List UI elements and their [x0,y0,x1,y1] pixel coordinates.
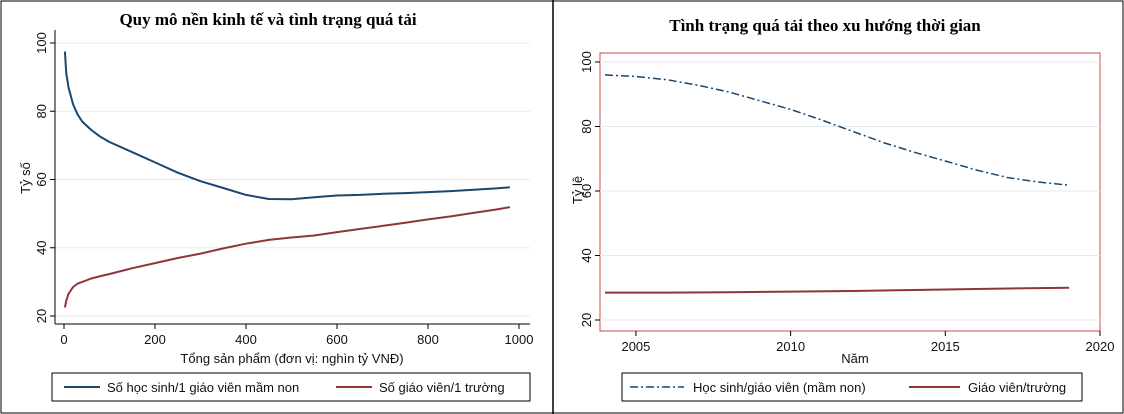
x-tick-label: 0 [60,332,67,347]
x-tick-label: 200 [144,332,166,347]
grid-right [600,61,1100,321]
y-tick-label: 20 [34,309,49,323]
x-tick-label: 2005 [621,339,650,354]
chart-title-right: Tình trạng quá tải theo xu hướng thời gi… [669,16,981,35]
x-ticks-left: 0 200 400 600 800 1000 [60,324,533,347]
grid-left [55,42,530,317]
legend-label-students-per-teacher: Số học sinh/1 giáo viên mầm non [107,380,299,395]
legend-label-teachers-per-school: Số giáo viên/1 trường [379,380,505,395]
legend-box-right [621,372,1083,402]
y-tick-label: 40 [579,248,594,262]
x-tick-label: 400 [235,332,257,347]
y-tick-label: 60 [579,184,594,198]
series-right [604,74,1070,294]
x-axis-label-right: Năm [841,351,868,366]
y-axis-label-right: Tỷ lệ [570,176,585,204]
chart-title-left: Quy mô nền kinh tế và tình trạng quá tải [119,10,416,29]
y-tick-label: 60 [34,172,49,186]
y-axis-label-left: Tỷ số [18,162,33,194]
legend-label-students-per-teacher-right: Học sinh/giáo viên (mầm non) [693,380,866,395]
y-tick-label: 100 [34,32,49,54]
y-ticks-right: 20 40 60 80 100 [579,51,600,327]
x-tick-label: 2015 [931,339,960,354]
series-line-1-1 [605,286,1070,294]
y-tick-label: 80 [579,119,594,133]
series-line-0-1 [63,206,511,308]
chart-panel-right: Tình trạng quá tải theo xu hướng thời gi… [570,16,1114,402]
y-tick-label: 20 [579,313,594,327]
x-tick-label: 600 [326,332,348,347]
y-tick-label: 100 [579,51,594,73]
legend-label-teachers-per-school-right: Giáo viên/trường [968,380,1066,395]
series-line-1-0 [604,74,1070,186]
y-tick-label: 40 [34,241,49,255]
y-ticks-left: 20 40 60 80 100 [34,32,55,323]
chart-panel-left: Quy mô nền kinh tế và tình trạng quá tải… [18,10,533,402]
y-tick-label: 80 [34,104,49,118]
plot-area-right [599,52,1101,332]
x-axis-label-left: Tổng sản phẩm (đơn vị: nghìn tỷ VNĐ) [180,351,403,366]
x-tick-label: 2020 [1086,339,1115,354]
x-tick-label: 1000 [505,332,534,347]
legend-box-left [51,372,531,402]
x-tick-label: 800 [417,332,439,347]
series-left [63,51,511,308]
x-ticks-right: 2005 2010 2015 2020 [621,331,1114,354]
x-tick-label: 2010 [776,339,805,354]
series-line-0-0 [63,51,510,201]
